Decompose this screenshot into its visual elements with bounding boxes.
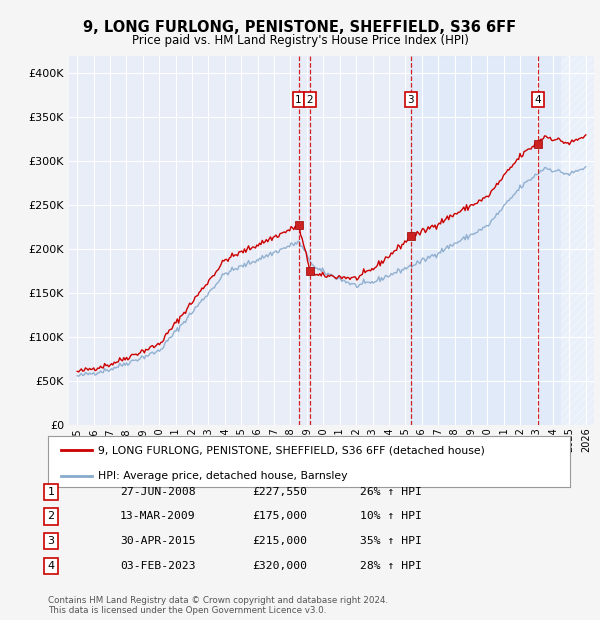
Text: 35% ↑ HPI: 35% ↑ HPI xyxy=(360,536,422,546)
Bar xyxy=(561,56,594,425)
Text: 3: 3 xyxy=(47,536,55,546)
Text: Contains HM Land Registry data © Crown copyright and database right 2024.
This d: Contains HM Land Registry data © Crown c… xyxy=(48,596,388,615)
Text: 10% ↑ HPI: 10% ↑ HPI xyxy=(360,512,422,521)
Text: £175,000: £175,000 xyxy=(252,512,307,521)
Text: 13-MAR-2009: 13-MAR-2009 xyxy=(120,512,196,521)
Text: Price paid vs. HM Land Registry's House Price Index (HPI): Price paid vs. HM Land Registry's House … xyxy=(131,34,469,47)
Text: 3: 3 xyxy=(407,95,414,105)
Text: HPI: Average price, detached house, Barnsley: HPI: Average price, detached house, Barn… xyxy=(98,471,347,480)
Text: 2: 2 xyxy=(47,512,55,521)
Bar xyxy=(411,56,594,425)
Text: 27-JUN-2008: 27-JUN-2008 xyxy=(120,487,196,497)
Text: £227,550: £227,550 xyxy=(252,487,307,497)
Text: 1: 1 xyxy=(47,487,55,497)
Text: 28% ↑ HPI: 28% ↑ HPI xyxy=(360,561,422,571)
Text: 4: 4 xyxy=(535,95,541,105)
Text: £215,000: £215,000 xyxy=(252,536,307,546)
Text: 4: 4 xyxy=(47,561,55,571)
Text: 2: 2 xyxy=(307,95,313,105)
Text: 1: 1 xyxy=(295,95,302,105)
Text: 30-APR-2015: 30-APR-2015 xyxy=(120,536,196,546)
Text: £320,000: £320,000 xyxy=(252,561,307,571)
Text: 26% ↑ HPI: 26% ↑ HPI xyxy=(360,487,422,497)
Text: 03-FEB-2023: 03-FEB-2023 xyxy=(120,561,196,571)
Text: 9, LONG FURLONG, PENISTONE, SHEFFIELD, S36 6FF: 9, LONG FURLONG, PENISTONE, SHEFFIELD, S… xyxy=(83,20,517,35)
Text: 9, LONG FURLONG, PENISTONE, SHEFFIELD, S36 6FF (detached house): 9, LONG FURLONG, PENISTONE, SHEFFIELD, S… xyxy=(98,445,484,455)
